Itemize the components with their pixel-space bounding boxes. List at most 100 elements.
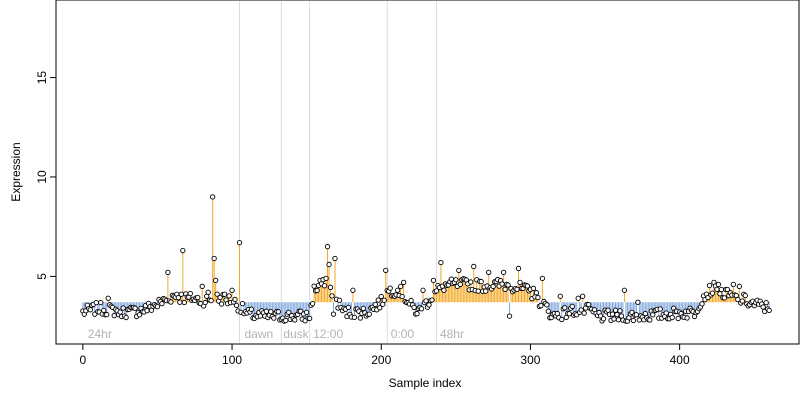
x-axis-title: Sample index bbox=[389, 376, 462, 390]
data-point bbox=[566, 311, 572, 317]
data-point bbox=[195, 294, 201, 301]
region-labels: 24hr dawn dusk 12:00 0:00 48hr bbox=[88, 327, 464, 341]
data-point bbox=[232, 296, 238, 303]
data-point bbox=[517, 279, 523, 286]
data-point bbox=[229, 287, 235, 293]
data-point bbox=[199, 283, 205, 289]
data-point bbox=[612, 307, 619, 313]
region-label: dawn bbox=[244, 327, 273, 341]
data-point bbox=[486, 269, 492, 276]
y-axis-title: Expression bbox=[9, 142, 23, 201]
data-point bbox=[275, 309, 281, 315]
data-point bbox=[309, 300, 316, 307]
data-point bbox=[350, 287, 356, 293]
data-point bbox=[715, 281, 722, 287]
data-point bbox=[414, 310, 420, 317]
data-point bbox=[611, 316, 617, 322]
data-point bbox=[429, 297, 435, 303]
data-point bbox=[735, 296, 741, 303]
data-point bbox=[621, 287, 628, 293]
data-point bbox=[210, 194, 216, 200]
data-point bbox=[418, 306, 425, 312]
data-point bbox=[721, 295, 728, 301]
region-label: 12:00 bbox=[313, 327, 343, 341]
data-point bbox=[433, 288, 440, 294]
data-point bbox=[500, 269, 507, 276]
data-point bbox=[345, 304, 352, 311]
data-point bbox=[181, 299, 187, 306]
data-point bbox=[580, 293, 586, 299]
x-tick-label: 0 bbox=[80, 353, 87, 367]
x-tick-label: 200 bbox=[371, 353, 391, 367]
data-point bbox=[502, 286, 508, 292]
data-point bbox=[617, 308, 623, 314]
data-point bbox=[154, 303, 161, 310]
region-label: dusk bbox=[283, 327, 309, 341]
data-point bbox=[306, 315, 313, 321]
y-tick-label: 10 bbox=[35, 170, 49, 184]
data-point bbox=[397, 283, 404, 290]
data-points bbox=[80, 194, 772, 324]
data-point bbox=[326, 261, 332, 268]
data-point bbox=[159, 300, 165, 307]
data-point bbox=[214, 291, 220, 297]
y-axis: 5 10 15 bbox=[35, 71, 56, 280]
data-point bbox=[423, 298, 429, 304]
data-point bbox=[132, 305, 138, 311]
x-axis: 0 100 200 300 400 bbox=[80, 344, 690, 367]
data-point bbox=[709, 290, 716, 296]
data-point bbox=[187, 290, 193, 297]
data-point bbox=[453, 277, 459, 283]
data-point bbox=[760, 304, 766, 310]
data-point bbox=[383, 267, 389, 274]
data-point bbox=[120, 305, 126, 311]
data-point bbox=[718, 286, 725, 293]
data-point bbox=[399, 293, 405, 300]
data-point bbox=[268, 308, 274, 315]
data-point bbox=[202, 299, 208, 306]
data-point bbox=[332, 255, 338, 262]
data-point bbox=[283, 317, 289, 324]
data-point bbox=[321, 283, 328, 289]
data-point bbox=[420, 287, 426, 293]
data-point bbox=[766, 307, 772, 314]
data-point bbox=[221, 291, 228, 297]
region-label: 48hr bbox=[440, 327, 464, 341]
data-point bbox=[292, 317, 298, 323]
data-point bbox=[271, 315, 277, 321]
data-point bbox=[395, 287, 401, 293]
data-point bbox=[311, 283, 317, 289]
data-point bbox=[724, 286, 731, 293]
data-point bbox=[635, 299, 641, 305]
data-point bbox=[377, 305, 383, 311]
data-point bbox=[248, 306, 255, 312]
region-label: 0:00 bbox=[391, 327, 415, 341]
data-point bbox=[211, 255, 217, 262]
data-point bbox=[483, 288, 489, 294]
plot-frame bbox=[55, 0, 800, 345]
data-point bbox=[559, 316, 565, 323]
data-point bbox=[615, 317, 622, 323]
data-point bbox=[506, 313, 513, 319]
data-point bbox=[366, 311, 372, 317]
data-point bbox=[239, 300, 246, 307]
data-point bbox=[104, 311, 110, 318]
data-point bbox=[684, 315, 690, 321]
data-point bbox=[381, 297, 387, 303]
data-point bbox=[475, 288, 481, 294]
data-point bbox=[327, 284, 334, 290]
data-point bbox=[706, 282, 713, 289]
data-point bbox=[739, 298, 745, 304]
data-point bbox=[663, 310, 669, 316]
data-point bbox=[180, 247, 186, 254]
data-point bbox=[581, 310, 587, 316]
region-label: 24hr bbox=[88, 327, 112, 341]
data-point bbox=[105, 295, 111, 301]
data-point bbox=[514, 286, 520, 292]
data-point bbox=[411, 304, 417, 311]
data-point bbox=[378, 293, 384, 300]
data-point bbox=[730, 281, 737, 287]
y-tick-label: 15 bbox=[35, 71, 49, 85]
